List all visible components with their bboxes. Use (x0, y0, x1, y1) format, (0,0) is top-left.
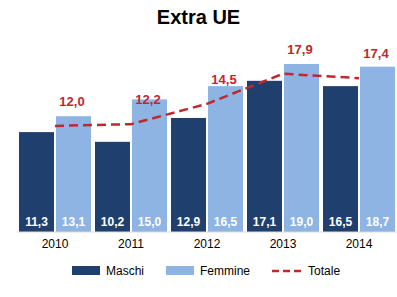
bar (284, 64, 319, 232)
x-axis-line (17, 232, 397, 233)
x-tick-label: 2010 (42, 237, 69, 251)
bar-label: 16,5 (329, 215, 353, 229)
chart-svg: Extra UE 11,3 10,2 12,9 17,1 16,5 13,1 15,0 16,5… (0, 0, 397, 297)
line-label: 12,0 (59, 94, 84, 109)
bar (95, 142, 130, 232)
bar-label: 18,7 (366, 215, 390, 229)
total-line (55, 74, 359, 126)
bar (171, 118, 206, 232)
bar (323, 86, 358, 232)
legend-swatch (72, 266, 100, 275)
legend-swatch (166, 266, 194, 275)
bar-label: 15,0 (138, 215, 162, 229)
bar (360, 67, 395, 232)
legend: Maschi Femmine Totale (72, 264, 340, 278)
x-tick-label: 2014 (346, 237, 373, 251)
line-label: 17,9 (287, 42, 312, 57)
bar (56, 116, 91, 232)
bar (19, 132, 54, 232)
chart-container: Extra UE 11,3 10,2 12,9 17,1 16,5 13,1 15,0 16,5… (0, 0, 397, 297)
legend-label: Maschi (106, 264, 144, 278)
bar-label: 17,1 (253, 215, 277, 229)
chart-title: Extra UE (157, 6, 240, 28)
bar (247, 81, 282, 232)
bar-label: 19,0 (290, 215, 314, 229)
bar-label: 13,1 (62, 215, 86, 229)
x-tick-label: 2012 (194, 237, 221, 251)
bar-label: 11,3 (25, 215, 48, 229)
line-label: 12,2 (135, 92, 160, 107)
x-tick-label: 2011 (118, 237, 144, 251)
bar-label: 16,5 (214, 215, 238, 229)
plot-marks (19, 64, 395, 232)
bar-label: 12,9 (177, 215, 201, 229)
bar (132, 99, 167, 232)
line-label: 14,5 (211, 72, 236, 87)
line-label: 17,4 (363, 46, 389, 61)
x-tick-label: 2013 (270, 237, 297, 251)
data-labels: 11,3 10,2 12,9 17,1 16,5 13,1 15,0 16,5 19,0 18,7… (25, 42, 389, 229)
legend-label: Totale (308, 264, 340, 278)
bar-label: 10,2 (101, 215, 125, 229)
legend-label: Femmine (200, 264, 250, 278)
legend-swatch (272, 270, 302, 273)
bar (208, 86, 243, 232)
